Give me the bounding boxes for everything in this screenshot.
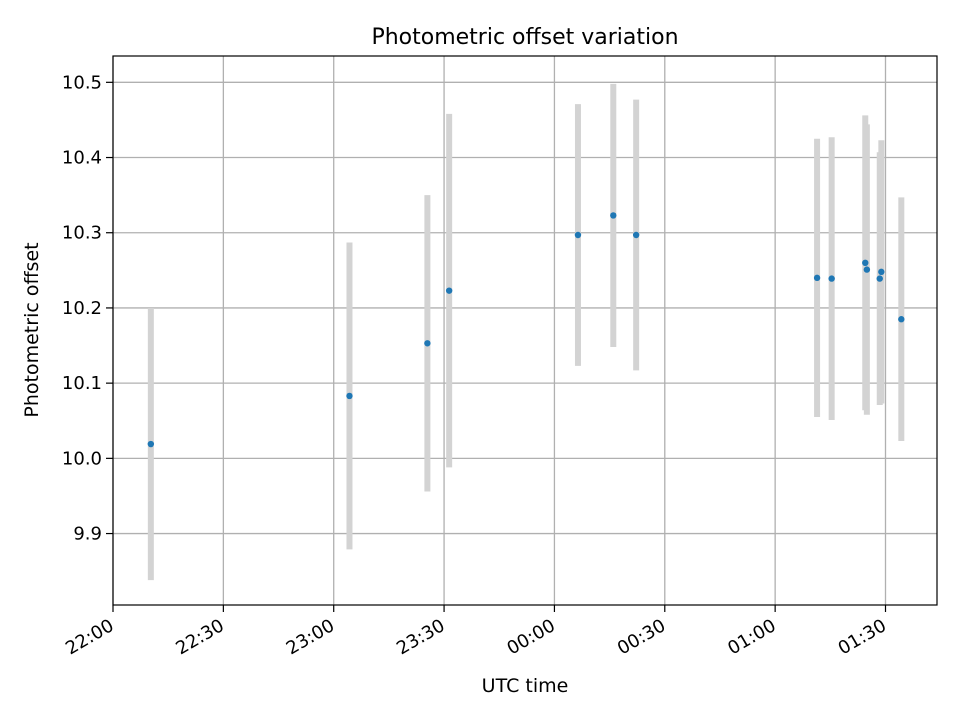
error-bars bbox=[147, 83, 905, 581]
y-tick-label: 10.2 bbox=[62, 298, 102, 319]
y-axis-label: Photometric offset bbox=[21, 242, 43, 417]
plot-frame bbox=[112, 55, 938, 606]
data-point bbox=[445, 287, 453, 294]
y-tick-label: 10.3 bbox=[62, 223, 102, 244]
data-point bbox=[632, 231, 640, 239]
data-point bbox=[828, 275, 835, 282]
data-point bbox=[574, 231, 582, 239]
x-axis-label: UTC time bbox=[482, 675, 569, 697]
y-tick-label: 10.5 bbox=[62, 72, 102, 93]
data-point bbox=[424, 340, 431, 347]
grid-lines bbox=[112, 56, 937, 605]
y-tick-label: 10.0 bbox=[62, 448, 102, 469]
x-tick-label: 23:30 bbox=[393, 615, 448, 659]
data-point bbox=[876, 275, 883, 282]
y-tick-label: 10.4 bbox=[62, 148, 102, 169]
y-tick-label: 10.1 bbox=[62, 373, 102, 394]
data-point bbox=[813, 274, 821, 282]
y-tick-label: 9.9 bbox=[73, 524, 102, 545]
x-tick-label: 23:00 bbox=[283, 615, 338, 659]
data-point bbox=[862, 259, 869, 267]
x-tick-label: 22:00 bbox=[62, 615, 117, 659]
x-tick-label: 00:00 bbox=[504, 615, 559, 659]
data-points bbox=[147, 212, 905, 448]
axis-ticks: 22:00 22:30 23:00 23:30 00:00 00:30 01:00 01:30… bbox=[62, 72, 890, 659]
data-point bbox=[147, 440, 155, 448]
data-point bbox=[898, 316, 905, 323]
x-tick-label: 22:30 bbox=[172, 615, 227, 659]
x-tick-label: 01:30 bbox=[835, 615, 890, 659]
chart-title: Photometric offset variation bbox=[371, 25, 678, 50]
x-tick-label: 01:00 bbox=[724, 615, 779, 659]
data-point bbox=[863, 266, 871, 273]
data-point bbox=[346, 392, 353, 400]
data-point bbox=[610, 212, 617, 219]
data-point bbox=[878, 268, 885, 276]
x-tick-label: 00:30 bbox=[614, 615, 669, 659]
